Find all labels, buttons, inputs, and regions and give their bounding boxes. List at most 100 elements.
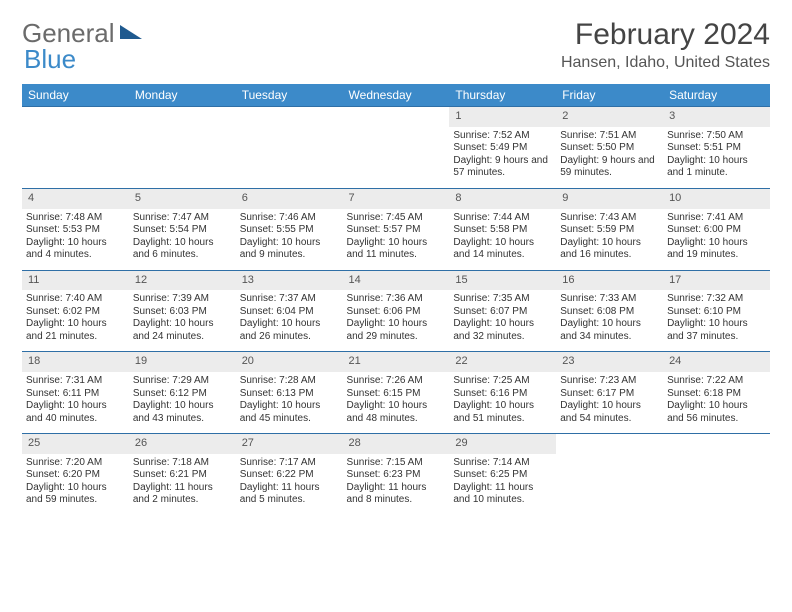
day-number-cell: 26	[129, 434, 236, 454]
daylight-text: Daylight: 10 hours and 54 minutes.	[560, 400, 659, 425]
day-number-row: 123	[22, 107, 770, 127]
day-detail-cell: Sunrise: 7:36 AMSunset: 6:06 PMDaylight:…	[343, 290, 450, 352]
daylight-text: Daylight: 10 hours and 11 minutes.	[347, 237, 446, 262]
day-number-cell	[663, 434, 770, 454]
sunrise-text: Sunrise: 7:37 AM	[240, 293, 339, 306]
sunset-text: Sunset: 6:21 PM	[133, 469, 232, 482]
sunset-text: Sunset: 6:20 PM	[26, 469, 125, 482]
daylight-text: Daylight: 10 hours and 21 minutes.	[26, 318, 125, 343]
day-detail-cell: Sunrise: 7:33 AMSunset: 6:08 PMDaylight:…	[556, 290, 663, 352]
day-number-cell: 16	[556, 270, 663, 290]
sunset-text: Sunset: 6:07 PM	[453, 306, 552, 319]
logo-sail-icon	[120, 25, 142, 39]
sunrise-text: Sunrise: 7:46 AM	[240, 212, 339, 225]
sunrise-text: Sunrise: 7:48 AM	[26, 212, 125, 225]
sunrise-text: Sunrise: 7:35 AM	[453, 293, 552, 306]
sunset-text: Sunset: 5:54 PM	[133, 224, 232, 237]
sunset-text: Sunset: 5:51 PM	[667, 142, 766, 155]
day-detail-cell: Sunrise: 7:15 AMSunset: 6:23 PMDaylight:…	[343, 454, 450, 515]
daylight-text: Daylight: 10 hours and 19 minutes.	[667, 237, 766, 262]
day-detail-cell: Sunrise: 7:40 AMSunset: 6:02 PMDaylight:…	[22, 290, 129, 352]
day-number-cell: 7	[343, 188, 450, 208]
day-detail-cell: Sunrise: 7:52 AMSunset: 5:49 PMDaylight:…	[449, 127, 556, 189]
daylight-text: Daylight: 10 hours and 9 minutes.	[240, 237, 339, 262]
day-number-cell: 23	[556, 352, 663, 372]
day-detail-cell: Sunrise: 7:37 AMSunset: 6:04 PMDaylight:…	[236, 290, 343, 352]
sunset-text: Sunset: 6:12 PM	[133, 388, 232, 401]
day-number-row: 18192021222324	[22, 352, 770, 372]
day-detail-cell	[663, 454, 770, 515]
sunset-text: Sunset: 5:57 PM	[347, 224, 446, 237]
day-number-cell: 19	[129, 352, 236, 372]
weekday-header: Tuesday	[236, 84, 343, 107]
day-number-cell: 25	[22, 434, 129, 454]
sunrise-text: Sunrise: 7:45 AM	[347, 212, 446, 225]
daylight-text: Daylight: 10 hours and 6 minutes.	[133, 237, 232, 262]
sunrise-text: Sunrise: 7:14 AM	[453, 457, 552, 470]
title-block: February 2024 Hansen, Idaho, United Stat…	[561, 18, 770, 72]
sunset-text: Sunset: 6:23 PM	[347, 469, 446, 482]
day-number-cell: 17	[663, 270, 770, 290]
day-detail-cell: Sunrise: 7:35 AMSunset: 6:07 PMDaylight:…	[449, 290, 556, 352]
sunset-text: Sunset: 5:53 PM	[26, 224, 125, 237]
day-detail-cell: Sunrise: 7:22 AMSunset: 6:18 PMDaylight:…	[663, 372, 770, 434]
day-detail-cell	[22, 127, 129, 189]
day-detail-cell: Sunrise: 7:32 AMSunset: 6:10 PMDaylight:…	[663, 290, 770, 352]
day-number-cell: 14	[343, 270, 450, 290]
sunrise-text: Sunrise: 7:44 AM	[453, 212, 552, 225]
sunrise-text: Sunrise: 7:31 AM	[26, 375, 125, 388]
sunset-text: Sunset: 6:16 PM	[453, 388, 552, 401]
daylight-text: Daylight: 10 hours and 37 minutes.	[667, 318, 766, 343]
sunset-text: Sunset: 6:18 PM	[667, 388, 766, 401]
day-detail-cell	[129, 127, 236, 189]
sunset-text: Sunset: 6:02 PM	[26, 306, 125, 319]
daylight-text: Daylight: 10 hours and 4 minutes.	[26, 237, 125, 262]
day-number-cell: 8	[449, 188, 556, 208]
daylight-text: Daylight: 10 hours and 59 minutes.	[26, 482, 125, 507]
weekday-header: Thursday	[449, 84, 556, 107]
day-number-cell: 28	[343, 434, 450, 454]
sunrise-text: Sunrise: 7:18 AM	[133, 457, 232, 470]
logo-text-2: Blue	[24, 44, 76, 75]
daylight-text: Daylight: 10 hours and 26 minutes.	[240, 318, 339, 343]
day-number-cell: 15	[449, 270, 556, 290]
daylight-text: Daylight: 11 hours and 8 minutes.	[347, 482, 446, 507]
sunrise-text: Sunrise: 7:25 AM	[453, 375, 552, 388]
weekday-header: Sunday	[22, 84, 129, 107]
daylight-text: Daylight: 11 hours and 5 minutes.	[240, 482, 339, 507]
calendar-body: 123 Sunrise: 7:52 AMSunset: 5:49 PMDayli…	[22, 107, 770, 515]
weekday-header: Friday	[556, 84, 663, 107]
day-detail-cell: Sunrise: 7:47 AMSunset: 5:54 PMDaylight:…	[129, 209, 236, 271]
day-number-cell: 6	[236, 188, 343, 208]
daylight-text: Daylight: 10 hours and 34 minutes.	[560, 318, 659, 343]
sunset-text: Sunset: 5:50 PM	[560, 142, 659, 155]
day-detail-cell: Sunrise: 7:25 AMSunset: 6:16 PMDaylight:…	[449, 372, 556, 434]
sunset-text: Sunset: 5:49 PM	[453, 142, 552, 155]
daylight-text: Daylight: 10 hours and 29 minutes.	[347, 318, 446, 343]
day-detail-cell: Sunrise: 7:43 AMSunset: 5:59 PMDaylight:…	[556, 209, 663, 271]
sunset-text: Sunset: 6:11 PM	[26, 388, 125, 401]
day-detail-cell: Sunrise: 7:28 AMSunset: 6:13 PMDaylight:…	[236, 372, 343, 434]
daylight-text: Daylight: 10 hours and 40 minutes.	[26, 400, 125, 425]
sunrise-text: Sunrise: 7:22 AM	[667, 375, 766, 388]
daylight-text: Daylight: 10 hours and 32 minutes.	[453, 318, 552, 343]
sunrise-text: Sunrise: 7:32 AM	[667, 293, 766, 306]
day-number-cell: 27	[236, 434, 343, 454]
day-number-cell: 9	[556, 188, 663, 208]
day-number-cell: 21	[343, 352, 450, 372]
sunrise-text: Sunrise: 7:50 AM	[667, 130, 766, 143]
day-number-cell: 18	[22, 352, 129, 372]
sunrise-text: Sunrise: 7:28 AM	[240, 375, 339, 388]
day-detail-cell: Sunrise: 7:14 AMSunset: 6:25 PMDaylight:…	[449, 454, 556, 515]
location-subtitle: Hansen, Idaho, United States	[561, 54, 770, 72]
weekday-header: Wednesday	[343, 84, 450, 107]
day-number-cell: 13	[236, 270, 343, 290]
daylight-text: Daylight: 11 hours and 10 minutes.	[453, 482, 552, 507]
day-number-cell: 5	[129, 188, 236, 208]
day-number-row: 11121314151617	[22, 270, 770, 290]
sunrise-text: Sunrise: 7:15 AM	[347, 457, 446, 470]
day-detail-cell: Sunrise: 7:29 AMSunset: 6:12 PMDaylight:…	[129, 372, 236, 434]
daylight-text: Daylight: 10 hours and 48 minutes.	[347, 400, 446, 425]
day-number-cell	[343, 107, 450, 127]
daylight-text: Daylight: 9 hours and 57 minutes.	[453, 155, 552, 180]
